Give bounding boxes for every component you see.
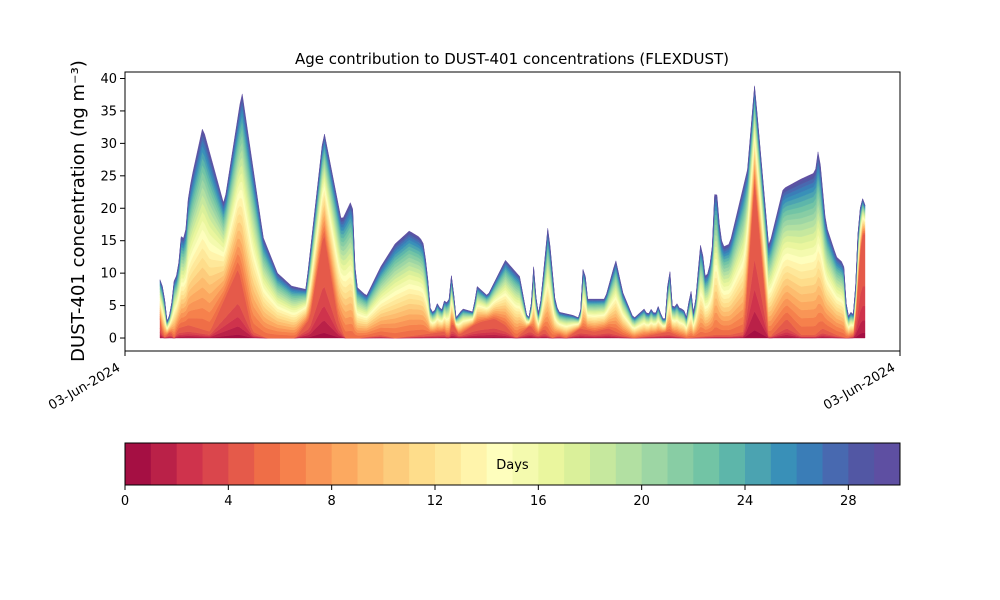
colorbar-swatch xyxy=(615,443,643,485)
colorbar-swatch xyxy=(770,443,798,485)
colorbar: Days 0 4 8 12 16 20 24 28 xyxy=(121,442,901,509)
colorbar-swatch xyxy=(357,443,384,485)
colorbar-swatch xyxy=(590,443,617,485)
colorbar-swatch xyxy=(409,443,436,485)
colorbar-tick-label: 8 xyxy=(328,494,336,509)
colorbar-label: Days xyxy=(496,458,529,473)
y-tick-label: 25 xyxy=(100,169,117,184)
colorbar-swatch xyxy=(745,443,772,485)
x-tick-label-start: 03-Jun-2024 xyxy=(46,360,123,413)
colorbar-tick-label: 16 xyxy=(530,494,547,509)
y-tick-label: 10 xyxy=(100,267,117,282)
colorbar-swatch xyxy=(305,443,333,485)
stacked-area-layers xyxy=(159,85,866,339)
colorbar-swatch xyxy=(564,443,591,485)
colorbar-tick-label: 28 xyxy=(840,494,857,509)
colorbar-swatch xyxy=(331,443,358,485)
x-axis: 03-Jun-2024 03-Jun-2024 xyxy=(46,351,901,413)
colorbar-swatch xyxy=(254,443,281,485)
y-tick-label: 0 xyxy=(109,332,117,347)
colorbar-swatch xyxy=(667,443,694,485)
colorbar-swatch xyxy=(822,443,849,485)
colorbar-tick-label: 12 xyxy=(427,494,444,509)
y-tick-label: 40 xyxy=(100,72,117,87)
y-axis: 0 5 10 15 20 25 30 35 40 xyxy=(100,72,125,347)
colorbar-tick-label: 0 xyxy=(121,494,129,509)
colorbar-swatch xyxy=(719,443,746,485)
y-tick-label: 20 xyxy=(100,202,117,217)
colorbar-swatch xyxy=(460,443,488,485)
y-axis-label: DUST-401 concentration (ng m⁻³) xyxy=(68,60,89,362)
colorbar-swatch xyxy=(641,443,668,485)
colorbar-tick-label: 20 xyxy=(633,494,650,509)
colorbar-frame xyxy=(124,442,901,486)
colorbar-swatch xyxy=(383,443,410,485)
colorbar-swatch xyxy=(693,443,720,485)
colorbar-swatch xyxy=(796,443,823,485)
colorbar-tick-label: 4 xyxy=(224,494,232,509)
colorbar-swatch xyxy=(228,443,255,485)
colorbar-swatch xyxy=(512,443,539,485)
colorbar-tick-label: 24 xyxy=(737,494,754,509)
colorbar-swatch xyxy=(486,443,513,485)
y-tick-label: 5 xyxy=(109,299,117,314)
y-tick-label: 15 xyxy=(100,234,117,249)
colorbar-swatch xyxy=(176,443,203,485)
y-tick-label: 30 xyxy=(100,137,117,152)
colorbar-swatch xyxy=(280,443,307,485)
colorbar-swatch xyxy=(848,443,875,485)
chart-title: Age contribution to DUST-401 concentrati… xyxy=(295,50,729,68)
age-band-area-29 xyxy=(159,85,866,323)
x-tick-label-end: 03-Jun-2024 xyxy=(821,360,898,413)
colorbar-swatch xyxy=(435,443,462,485)
colorbar-swatch xyxy=(150,443,178,485)
colorbar-swatch xyxy=(125,443,152,485)
colorbar-swatch xyxy=(538,443,565,485)
y-tick-label: 35 xyxy=(100,104,117,119)
colorbar-swatch xyxy=(874,443,901,485)
plot-frame xyxy=(124,71,901,352)
colorbar-swatch xyxy=(202,443,229,485)
